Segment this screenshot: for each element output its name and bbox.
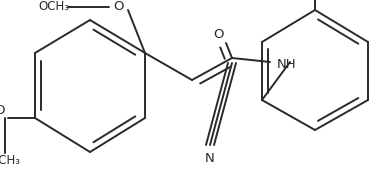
Text: O: O xyxy=(113,1,123,14)
Text: N: N xyxy=(205,153,215,166)
Text: OCH₃: OCH₃ xyxy=(38,1,70,14)
Text: O: O xyxy=(213,28,223,41)
Text: NH: NH xyxy=(277,59,297,71)
Text: O: O xyxy=(0,103,5,116)
Text: OCH₃: OCH₃ xyxy=(0,153,20,166)
